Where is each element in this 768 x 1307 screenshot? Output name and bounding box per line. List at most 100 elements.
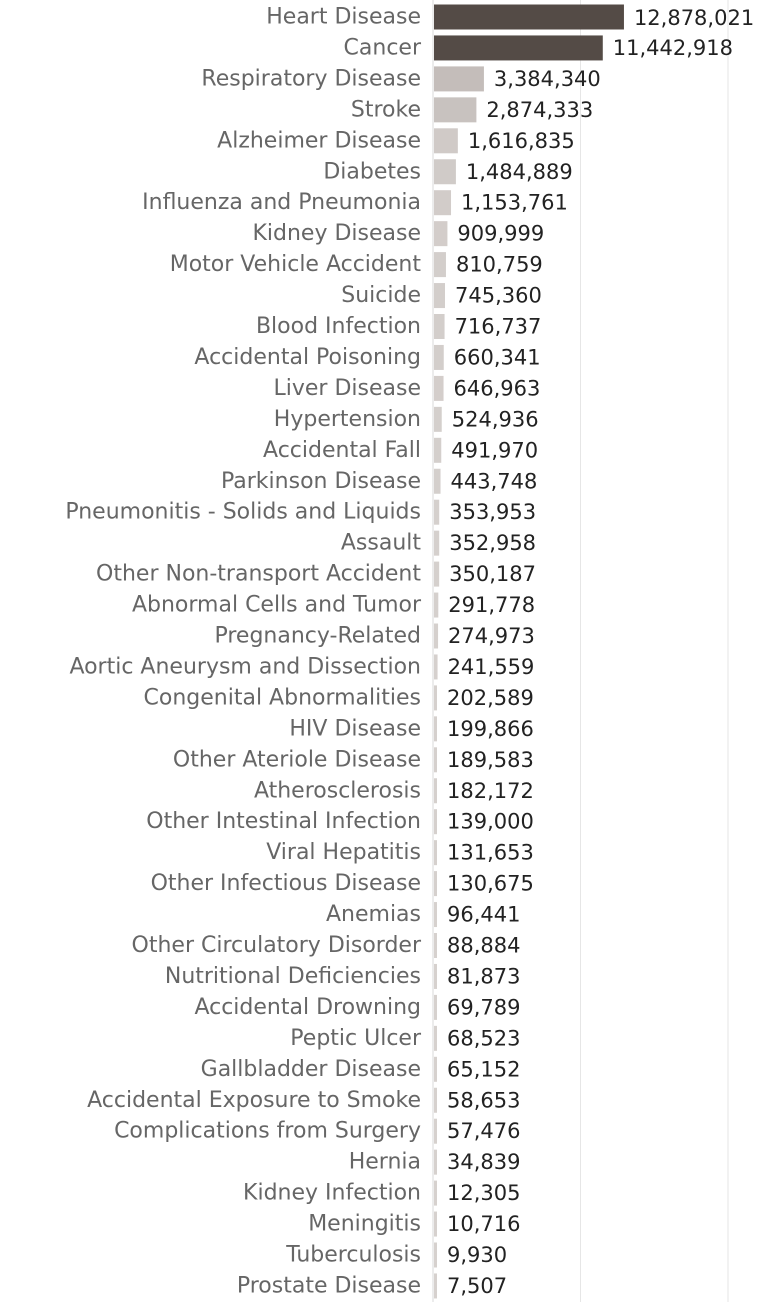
- bar[interactable]: [434, 35, 603, 61]
- bar[interactable]: [434, 1118, 437, 1144]
- category-label: Stroke: [351, 97, 421, 122]
- bar[interactable]: [434, 190, 452, 216]
- value-label: 3,384,340: [494, 67, 601, 91]
- value-label: 909,999: [457, 222, 544, 246]
- category-label: Kidney Disease: [252, 221, 421, 246]
- bar[interactable]: [434, 809, 437, 835]
- bar[interactable]: [434, 716, 437, 742]
- category-label: Complications from Surgery: [114, 1119, 421, 1144]
- bar[interactable]: [434, 1242, 437, 1268]
- bar[interactable]: [434, 4, 624, 30]
- value-label: 88,884: [447, 934, 520, 958]
- category-label: Accidental Fall: [263, 438, 421, 463]
- value-label: 241,559: [448, 655, 535, 679]
- bar[interactable]: [434, 933, 437, 958]
- category-label: Nutritional Deficiencies: [165, 964, 421, 989]
- category-label: Motor Vehicle Accident: [170, 252, 422, 277]
- value-label: 1,484,889: [466, 160, 573, 184]
- bar[interactable]: [434, 654, 438, 680]
- bar[interactable]: [434, 344, 444, 370]
- value-label: 646,963: [454, 376, 541, 400]
- bar[interactable]: [434, 221, 448, 247]
- value-label: 81,873: [447, 964, 520, 988]
- category-label: Suicide: [341, 283, 421, 308]
- value-label: 199,866: [447, 717, 534, 741]
- value-label: 189,583: [447, 748, 534, 772]
- bar[interactable]: [434, 871, 437, 897]
- bar[interactable]: [434, 66, 484, 92]
- value-label: 1,153,761: [461, 191, 568, 215]
- bar[interactable]: [434, 747, 437, 773]
- category-label: Influenza and Pneumonia: [142, 190, 421, 215]
- bar[interactable]: [434, 283, 445, 309]
- category-label: Assault: [341, 531, 422, 556]
- category-label: Gallbladder Disease: [201, 1057, 421, 1082]
- category-label: Pneumonitis - Solids and Liquids: [65, 500, 421, 525]
- bar[interactable]: [434, 1056, 437, 1082]
- category-label: Peptic Ulcer: [290, 1026, 422, 1051]
- category-label: Viral Hepatitis: [266, 840, 421, 865]
- category-label: Other Infectious Disease: [151, 871, 421, 896]
- bar[interactable]: [434, 530, 440, 556]
- bar[interactable]: [434, 994, 437, 1020]
- value-label: 1,616,835: [468, 129, 575, 153]
- value-label: 34,839: [447, 1150, 520, 1174]
- bar[interactable]: [434, 963, 437, 989]
- value-label: 291,778: [448, 593, 535, 617]
- value-label: 10,716: [447, 1212, 520, 1236]
- category-label: Accidental Poisoning: [194, 345, 421, 370]
- value-label: 9,930: [447, 1243, 507, 1267]
- value-label: 443,748: [451, 469, 538, 493]
- bar[interactable]: [434, 159, 456, 185]
- bar[interactable]: [434, 592, 439, 618]
- category-label: Other Non-transport Accident: [96, 562, 421, 587]
- category-label: Aortic Aneurysm and Dissection: [69, 654, 421, 679]
- bar[interactable]: [434, 314, 445, 339]
- bar[interactable]: [434, 1211, 437, 1237]
- value-label: 182,172: [447, 779, 534, 803]
- bar[interactable]: [434, 685, 437, 711]
- value-label: 130,675: [447, 872, 534, 896]
- bar[interactable]: [434, 1149, 437, 1175]
- category-label: Pregnancy-Related: [214, 624, 421, 649]
- category-label: Diabetes: [323, 159, 421, 184]
- bar[interactable]: [434, 437, 442, 463]
- bar[interactable]: [434, 902, 437, 928]
- bar[interactable]: [434, 1025, 437, 1051]
- value-label: 96,441: [447, 903, 520, 927]
- value-label: 68,523: [447, 1026, 520, 1050]
- category-label: Cancer: [344, 35, 422, 60]
- value-label: 274,973: [448, 624, 535, 648]
- bar[interactable]: [434, 128, 458, 154]
- category-label: Alzheimer Disease: [217, 128, 421, 153]
- value-label: 139,000: [447, 810, 534, 834]
- bar[interactable]: [434, 375, 444, 401]
- value-label: 353,953: [449, 500, 536, 524]
- value-label: 810,759: [456, 253, 543, 277]
- bar[interactable]: [434, 97, 477, 123]
- bar[interactable]: [434, 252, 446, 278]
- value-label: 745,360: [455, 284, 542, 308]
- category-label: Congenital Abnormalities: [144, 685, 421, 710]
- bar[interactable]: [434, 840, 437, 866]
- category-label: Kidney Infection: [243, 1181, 421, 1206]
- bar[interactable]: [434, 499, 440, 525]
- value-label: 12,305: [447, 1181, 520, 1205]
- category-label: Accidental Drowning: [194, 995, 421, 1020]
- category-label: Abnormal Cells and Tumor: [132, 593, 422, 618]
- value-label: 131,653: [447, 841, 534, 865]
- bar[interactable]: [434, 1087, 437, 1113]
- category-label: Hernia: [349, 1150, 421, 1175]
- value-label: 65,152: [447, 1057, 520, 1081]
- bar[interactable]: [434, 1273, 437, 1299]
- bar[interactable]: [434, 468, 441, 494]
- bar[interactable]: [434, 623, 439, 649]
- category-label: Other Ateriole Disease: [173, 747, 421, 772]
- bar[interactable]: [434, 561, 440, 587]
- bar[interactable]: [434, 1180, 437, 1206]
- bar[interactable]: [434, 778, 437, 804]
- bar[interactable]: [434, 406, 442, 432]
- value-label: 491,970: [451, 438, 538, 462]
